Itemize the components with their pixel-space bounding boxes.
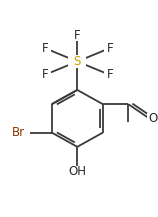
- Bar: [68, 166, 87, 178]
- Bar: [68, 55, 86, 68]
- Bar: [147, 113, 158, 124]
- Text: O: O: [148, 112, 158, 125]
- Text: F: F: [42, 68, 48, 81]
- Bar: [104, 69, 116, 80]
- Text: S: S: [74, 55, 81, 68]
- Text: F: F: [106, 42, 113, 55]
- Text: OH: OH: [68, 165, 86, 178]
- Bar: [39, 43, 51, 54]
- Text: F: F: [74, 29, 81, 42]
- Bar: [39, 69, 51, 80]
- Text: F: F: [106, 68, 113, 81]
- Text: Br: Br: [12, 126, 25, 139]
- Bar: [104, 43, 116, 54]
- Bar: [7, 127, 30, 139]
- Text: F: F: [42, 42, 48, 55]
- Bar: [71, 30, 83, 41]
